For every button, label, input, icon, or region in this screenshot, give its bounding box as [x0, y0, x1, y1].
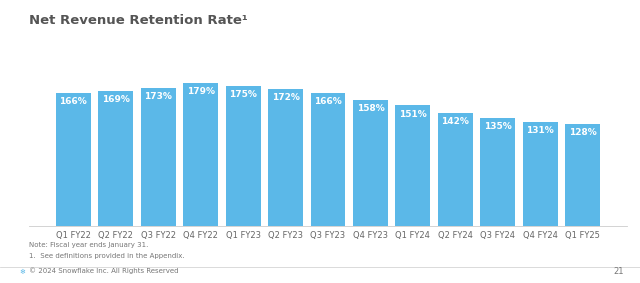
Bar — [310, 93, 346, 226]
Text: 1.  See definitions provided in the Appendix.: 1. See definitions provided in the Appen… — [29, 253, 184, 259]
Text: 179%: 179% — [187, 87, 214, 96]
Bar — [523, 121, 557, 226]
Bar — [99, 91, 133, 226]
Text: 166%: 166% — [314, 97, 342, 106]
Text: Net Revenue Retention Rate¹: Net Revenue Retention Rate¹ — [29, 14, 248, 27]
Text: 172%: 172% — [271, 93, 300, 102]
Bar — [141, 88, 175, 226]
Bar — [565, 124, 600, 226]
Bar — [226, 86, 260, 226]
Bar — [268, 89, 303, 226]
Text: 158%: 158% — [356, 104, 384, 113]
Bar — [56, 93, 91, 226]
Text: 135%: 135% — [484, 122, 511, 131]
Text: ❄: ❄ — [20, 269, 26, 275]
Text: 21: 21 — [614, 267, 624, 276]
Text: Note: Fiscal year ends January 31.: Note: Fiscal year ends January 31. — [29, 242, 148, 248]
Text: 169%: 169% — [102, 95, 130, 104]
Text: 173%: 173% — [145, 92, 172, 101]
Text: 131%: 131% — [526, 126, 554, 134]
Bar — [438, 113, 473, 226]
Text: 175%: 175% — [229, 90, 257, 99]
Text: © 2024 Snowflake Inc. All Rights Reserved: © 2024 Snowflake Inc. All Rights Reserve… — [29, 268, 179, 275]
Text: 151%: 151% — [399, 110, 427, 119]
Bar — [183, 83, 218, 226]
Text: 166%: 166% — [60, 97, 87, 106]
Bar — [353, 100, 388, 226]
Bar — [481, 118, 515, 226]
Text: 142%: 142% — [442, 117, 469, 126]
Bar — [396, 106, 430, 226]
Text: 128%: 128% — [569, 128, 596, 137]
